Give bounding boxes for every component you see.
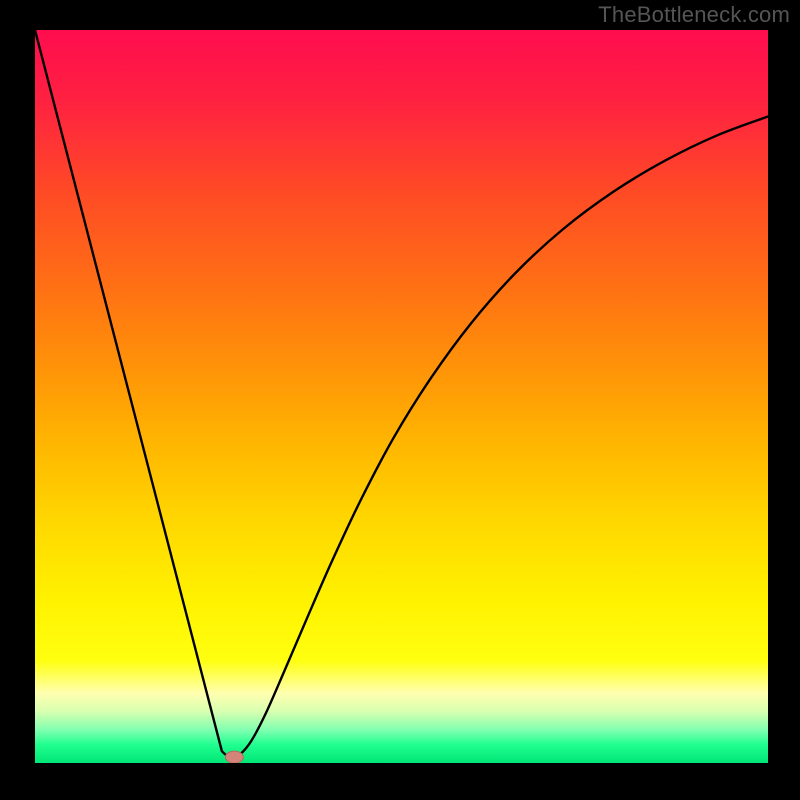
chart-container: TheBottleneck.com [0, 0, 800, 800]
plot-background [35, 30, 768, 763]
watermark-text: TheBottleneck.com [598, 2, 790, 28]
bottleneck-chart [35, 30, 768, 763]
optimum-marker [225, 751, 243, 763]
